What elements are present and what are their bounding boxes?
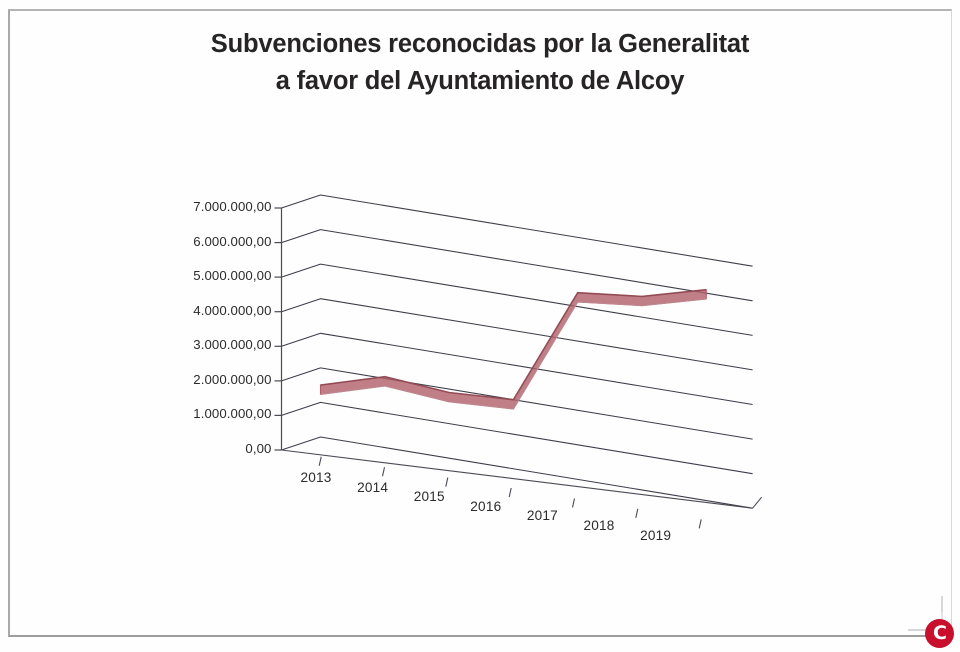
series-ribbon-body xyxy=(319,289,707,410)
value-axis-label: 2.000.000,00 xyxy=(193,371,272,387)
data-series-ribbon xyxy=(319,288,707,410)
category-axis-label-2013: 2013 xyxy=(300,470,332,485)
value-axis-label: 3.000.000,00 xyxy=(193,337,272,353)
value-axis-label: 0,00 xyxy=(245,441,272,456)
chart-title-line-1: Subvenciones reconocidas por la Generali… xyxy=(210,30,750,58)
value-axis-label: 6.000.000,00 xyxy=(193,233,272,249)
logo-letter: C xyxy=(933,622,947,644)
series-ribbon-bottom-edge xyxy=(320,298,707,410)
gridline xyxy=(281,332,753,406)
category-axis-label-2016: 2016 xyxy=(470,498,502,514)
category-axis-label-2015: 2015 xyxy=(413,489,445,505)
gridline xyxy=(281,194,753,267)
category-axis-tick xyxy=(635,508,639,519)
value-axis-label: 1.000.000,00 xyxy=(193,406,272,422)
category-axis-tick xyxy=(318,456,322,466)
gridline xyxy=(281,436,753,509)
category-axis-tick xyxy=(381,467,386,477)
chart-title-line-2: a favor del Ayuntamiento de Alcoy xyxy=(275,66,685,95)
category-axis-tick xyxy=(571,498,576,508)
value-axis xyxy=(274,207,283,451)
c-logo-icon: C xyxy=(925,619,954,648)
category-axis-tick xyxy=(445,477,449,487)
chart-title: Subvenciones reconocidas por la Generali… xyxy=(0,26,960,100)
series-ribbon-top-edge xyxy=(320,288,707,401)
category-axis-label-2018: 2018 xyxy=(583,518,615,533)
gridline xyxy=(281,367,753,440)
logo-disc xyxy=(925,619,954,648)
category-axis-label-2017: 2017 xyxy=(526,508,558,524)
category-axis xyxy=(281,449,763,529)
category-axis-tick xyxy=(508,487,512,498)
category-axis-line xyxy=(281,449,753,509)
value-axis-label: 7.000.000,00 xyxy=(193,199,272,214)
value-axis-label: 5.000.000,00 xyxy=(193,268,272,284)
value-axis-label: 4.000.000,00 xyxy=(193,302,272,318)
floor-corner-edge xyxy=(752,496,763,509)
gridline xyxy=(281,298,753,371)
category-axis-label-2019: 2019 xyxy=(640,527,672,543)
gridline xyxy=(281,263,753,336)
category-axis-label-2014: 2014 xyxy=(357,479,389,495)
gridline xyxy=(281,229,753,302)
gridline xyxy=(281,401,753,475)
chart-gridlines xyxy=(281,194,753,509)
category-axis-tick xyxy=(698,519,702,529)
